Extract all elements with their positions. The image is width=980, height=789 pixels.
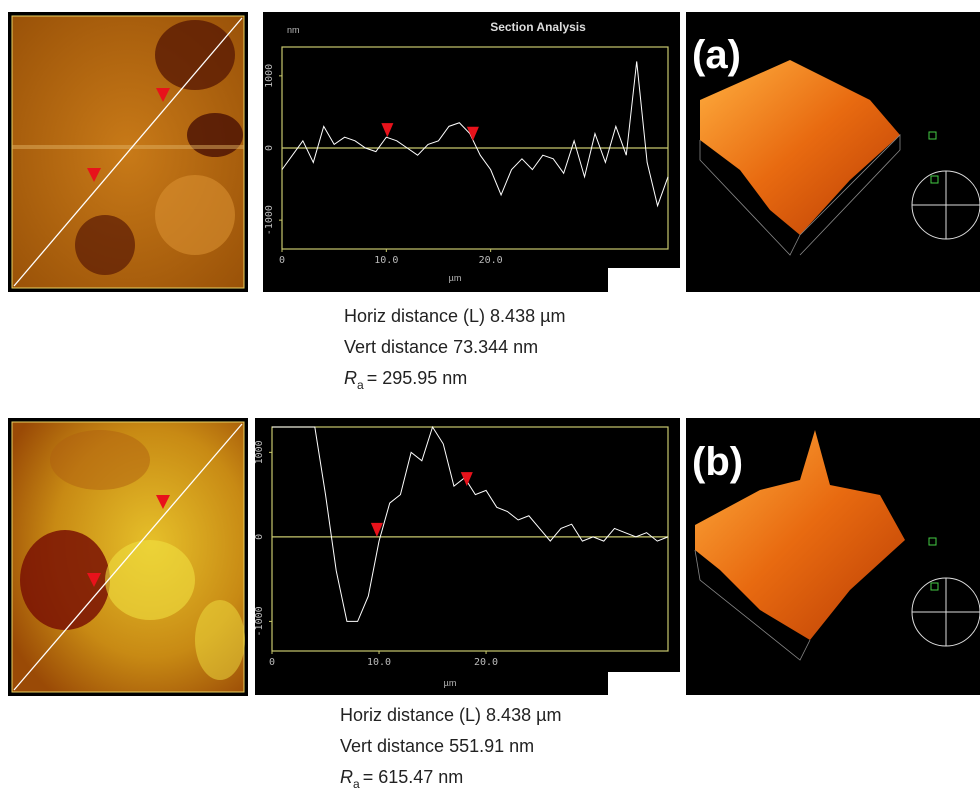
y-tick-label: 0 xyxy=(254,534,265,540)
ra-sub: a xyxy=(357,378,364,392)
x-tick-label: 10.0 xyxy=(374,255,398,266)
y-tick-label: 0 xyxy=(264,145,275,151)
ra-symbol: R xyxy=(344,368,357,388)
vert-distance: Vert distance 551.91 nm xyxy=(340,736,534,756)
section-plot-b-bg xyxy=(255,418,680,695)
x-tick-label: 0 xyxy=(269,657,275,668)
cover-box xyxy=(608,268,680,292)
x-tick-label: 0 xyxy=(279,255,285,266)
roughness: Ra= 295.95 nm xyxy=(344,368,467,392)
figure: (a) (b) Horiz distance (L) 8.438 µm Vert… xyxy=(0,0,980,789)
x-tick-label: 20.0 xyxy=(479,255,503,266)
x-tick-label: 10.0 xyxy=(367,657,391,668)
plot-title: Section Analysis xyxy=(490,20,586,34)
x-axis-label: µm xyxy=(444,678,457,688)
ra-sub: a xyxy=(353,777,360,789)
y-axis-label: nm xyxy=(287,25,300,35)
roughness: Ra= 615.47 nm xyxy=(340,767,463,789)
panel-label: (a) xyxy=(692,33,741,77)
ra-symbol: R xyxy=(340,767,353,787)
section-plot-a-bg xyxy=(263,12,680,292)
y-tick-label: -1000 xyxy=(254,606,265,636)
horiz-distance: Horiz distance (L) 8.438 µm xyxy=(344,306,565,326)
ra-value: = 615.47 nm xyxy=(363,767,464,787)
panel-label: (b) xyxy=(692,440,743,484)
afm-image-a xyxy=(8,12,248,292)
horiz-distance: Horiz distance (L) 8.438 µm xyxy=(340,705,561,725)
afm-image-b xyxy=(8,418,248,696)
y-tick-label: -1000 xyxy=(264,205,275,235)
y-tick-label: 1000 xyxy=(254,440,265,464)
vert-distance: Vert distance 73.344 nm xyxy=(344,337,538,357)
ra-value: = 295.95 nm xyxy=(367,368,468,388)
x-axis-label: µm xyxy=(449,273,462,283)
x-tick-label: 20.0 xyxy=(474,657,498,668)
afm-3d-b: (b) xyxy=(686,418,980,695)
afm-3d-a: (a) xyxy=(686,12,980,292)
cover-box xyxy=(608,672,680,695)
y-tick-label: 1000 xyxy=(264,64,275,88)
